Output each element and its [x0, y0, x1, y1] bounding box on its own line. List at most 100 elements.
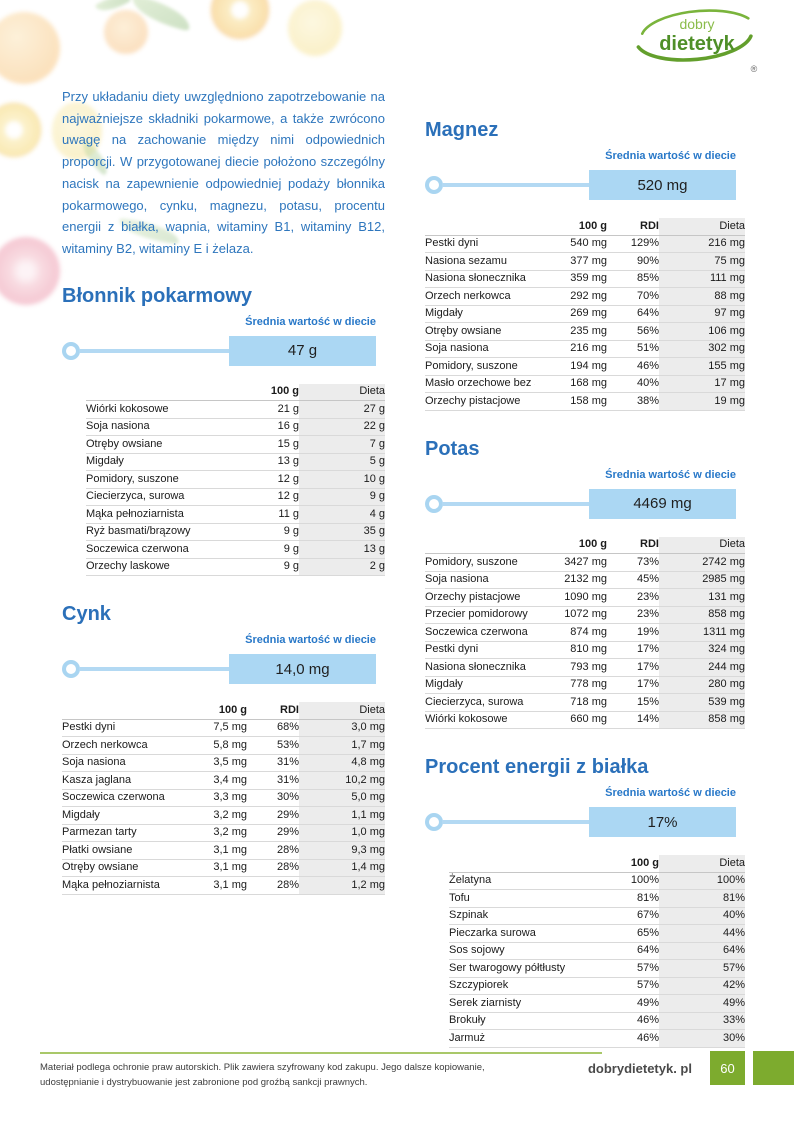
slider-track	[442, 820, 589, 824]
value-dieta: 10 g	[299, 470, 385, 489]
value-rdi: 23%	[607, 588, 659, 607]
value-rdi: 29%	[247, 806, 299, 825]
slider-label: Średnia wartość w diecie	[605, 468, 736, 481]
slider-knob-icon	[62, 660, 80, 679]
value-dieta: 131 mg	[659, 588, 745, 607]
logo-text-bottom: dietetyk	[659, 33, 735, 55]
table-row: Ryż basmati/brązowy 9 g 35 g	[86, 523, 385, 542]
section-title-magnez: Magnez	[425, 119, 499, 141]
slider-knob-icon	[62, 341, 80, 360]
value-rdi: 30%	[247, 789, 299, 808]
value-100g: 21 g	[227, 400, 299, 419]
value-dieta: 57%	[659, 959, 745, 978]
value-100g: 13 g	[227, 453, 299, 472]
value-dieta: 4,8 mg	[299, 754, 385, 773]
table-row: Sos sojowy 64% 64%	[449, 942, 745, 960]
table-row: Ser twarogowy półtłusty 57% 57%	[449, 959, 745, 978]
table-header-row: 100 g RDI Dieta	[62, 702, 385, 720]
value-rdi: 85%	[607, 270, 659, 288]
food-name: Ser twarogowy półtłusty	[449, 959, 587, 978]
footer-divider	[40, 1052, 602, 1054]
footer-edge-bar	[753, 1051, 794, 1085]
value-rdi: 45%	[607, 571, 659, 589]
value-100g: 3,1 mg	[175, 876, 247, 895]
table-row: Orzechy pistacjowe 158 mg 38% 19 mg	[425, 392, 745, 411]
website-label: dobrydietetyk. pl	[581, 1059, 698, 1078]
column-header-100-g: 100 g	[535, 536, 607, 554]
value-100g: 793 mg	[535, 658, 607, 677]
slider-label: Średnia wartość w diecie	[605, 150, 736, 162]
table-row: Nasiona słonecznika 359 mg 85% 111 mg	[425, 270, 745, 288]
value-100g: 5,8 mg	[175, 736, 247, 755]
value-100g: 2132 mg	[535, 571, 607, 589]
value-dieta: 302 mg	[659, 340, 745, 358]
value-dieta: 19 mg	[659, 392, 745, 411]
value-100g: 7,5 mg	[175, 719, 247, 738]
table-row: Nasiona słonecznika 793 mg 17% 244 mg	[425, 658, 745, 677]
value-rdi: 17%	[607, 658, 659, 677]
intro-paragraph: Przy układaniu diety uwzględniono zapotr…	[62, 89, 385, 256]
food-name: Soja nasiona	[62, 754, 175, 773]
value-dieta: 1,0 mg	[299, 824, 385, 843]
value-dieta: 81%	[659, 889, 745, 908]
value-dieta: 106 mg	[659, 322, 745, 341]
food-name: Pieczarka surowa	[449, 924, 587, 943]
table-row: Soczewica czerwona 9 g 13 g	[86, 540, 385, 559]
value-100g: 57%	[587, 959, 659, 978]
food-name: Masło orzechowe bez soli	[425, 375, 535, 393]
diet-average-value: 520 mg	[589, 170, 736, 200]
diet-value-slider: 17%	[425, 807, 736, 837]
food-name: Żelatyna	[449, 872, 587, 890]
value-100g: 9 g	[227, 523, 299, 542]
value-100g: 235 mg	[535, 322, 607, 341]
page-number-badge: 60	[710, 1051, 745, 1085]
value-100g: 778 mg	[535, 676, 607, 694]
value-dieta: 49%	[659, 994, 745, 1013]
table-row: Jarmuż 46% 30%	[449, 1029, 745, 1048]
column-header-100-g: 100 g	[535, 218, 607, 236]
value-100g: 46%	[587, 1012, 659, 1030]
food-name: Ciecierzyca, surowa	[86, 488, 227, 507]
food-name: Migdały	[425, 676, 535, 694]
value-100g: 49%	[587, 994, 659, 1013]
table-row: Soczewica czerwona 3,3 mg 30% 5,0 mg	[62, 789, 385, 808]
value-100g: 12 g	[227, 488, 299, 507]
value-100g: 3,1 mg	[175, 841, 247, 860]
food-name: Nasiona sezamu	[425, 252, 535, 271]
value-dieta: 44%	[659, 924, 745, 943]
value-dieta: 2 g	[299, 558, 385, 577]
potas-table: 100 g RDI Dieta Pomidory, suszone 3427 mg 73%…	[425, 536, 745, 730]
table-row: Mąka pełnoziarnista 3,1 mg 28% 1,2 mg	[62, 876, 385, 895]
table-row: Migdały 778 mg 17% 280 mg	[425, 676, 745, 694]
value-100g: 660 mg	[535, 711, 607, 729]
food-name: Mąka pełnoziarnista	[62, 876, 175, 895]
food-name: Nasiona słonecznika	[425, 270, 535, 288]
food-name: Soczewica czerwona	[425, 623, 535, 642]
value-rdi: 29%	[247, 824, 299, 843]
slider-track	[442, 183, 589, 187]
table-row: Ciecierzyca, surowa 718 mg 15% 539 mg	[425, 693, 745, 712]
value-rdi: 56%	[607, 322, 659, 341]
value-dieta: 17 mg	[659, 375, 745, 393]
diet-average-value: 47 g	[229, 335, 376, 366]
value-rdi: 28%	[247, 841, 299, 860]
value-rdi: 31%	[247, 754, 299, 773]
value-dieta: 111 mg	[659, 270, 745, 288]
slider-label: Średnia wartość w diecie	[605, 787, 736, 799]
value-dieta: 100%	[659, 872, 745, 890]
value-dieta: 42%	[659, 977, 745, 995]
registered-trademark-icon: ®	[751, 64, 758, 74]
orange-fruit-decoration	[0, 12, 60, 84]
value-rdi: 15%	[607, 693, 659, 712]
value-dieta: 7 g	[299, 435, 385, 454]
value-100g: 292 mg	[535, 287, 607, 306]
food-name: Pomidory, suszone	[425, 553, 535, 572]
food-name: Orzechy pistacjowe	[425, 588, 535, 607]
column-header-rdi: RDI	[607, 536, 659, 554]
orange-slice-decoration	[208, 0, 272, 42]
food-name: Migdały	[62, 806, 175, 825]
food-name: Szczypiorek	[449, 977, 587, 995]
